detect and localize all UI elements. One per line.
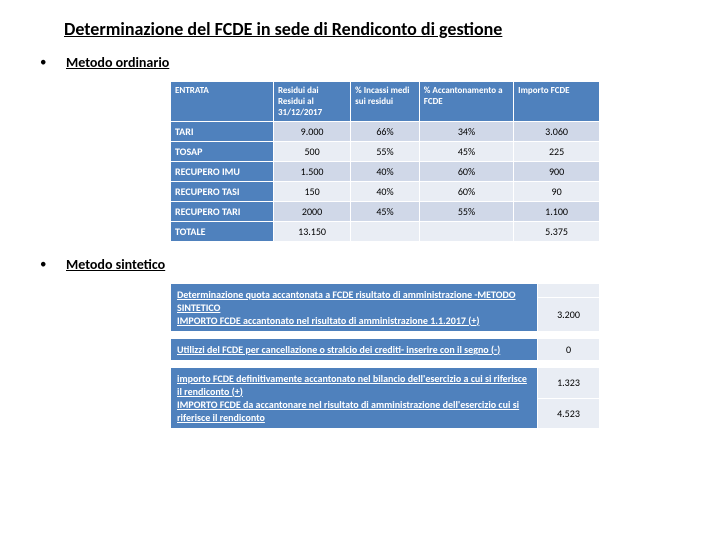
row-label: TOSAP (171, 142, 274, 162)
row-val: 60% (419, 162, 513, 182)
row-label: RECUPERO TARI (171, 202, 274, 222)
bullet-icon: • (40, 256, 66, 272)
main-table-wrap: ENTRATA Residui dai Residui al 31/12/201… (170, 81, 600, 242)
table-row: RECUPERO TARI 2000 45% 55% 1.100 (171, 202, 600, 222)
sint-val (538, 284, 600, 298)
col-entrata: ENTRATA (171, 82, 274, 122)
section-label-ordinario: Metodo ordinario (66, 54, 169, 71)
row-label: RECUPERO IMU (171, 162, 274, 182)
sint-val: 3.200 (538, 297, 600, 331)
sint-block: Utilizzi del FCDE per cancellazione o st… (170, 338, 600, 361)
row-val: 1.500 (273, 162, 350, 182)
sint-desc: Determinazione quota accantonata a FCDE … (171, 284, 538, 332)
row-val (419, 222, 513, 242)
row-val: 60% (419, 182, 513, 202)
row-val: 45% (351, 202, 420, 222)
section-ordinario: • Metodo ordinario (40, 54, 680, 71)
row-val: 9.000 (273, 122, 350, 142)
main-table: ENTRATA Residui dai Residui al 31/12/201… (170, 81, 600, 242)
row-val: 55% (351, 142, 420, 162)
row-val: 13.150 (273, 222, 350, 242)
row-val: 34% (419, 122, 513, 142)
sint-val: 1.323 (538, 368, 600, 399)
bullet-icon: • (40, 54, 66, 70)
row-val: 225 (514, 142, 600, 162)
table-row: RECUPERO IMU 1.500 40% 60% 900 (171, 162, 600, 182)
sint-desc: Utilizzi del FCDE per cancellazione o st… (171, 339, 538, 361)
table-row: RECUPERO TASI 150 40% 60% 90 (171, 182, 600, 202)
col-accant: % Accantonamento a FCDE (419, 82, 513, 122)
col-incassi: % Incassi medi sui residui (351, 82, 420, 122)
row-val: 500 (273, 142, 350, 162)
row-label: TARI (171, 122, 274, 142)
sint-val: 0 (538, 339, 600, 361)
page-title: Determinazione del FCDE in sede di Rendi… (64, 18, 680, 40)
table-row: TOSAP 500 55% 45% 225 (171, 142, 600, 162)
row-val: 2000 (273, 202, 350, 222)
row-val: 1.100 (514, 202, 600, 222)
row-val: 900 (514, 162, 600, 182)
row-label: RECUPERO TASI (171, 182, 274, 202)
row-val: 40% (351, 162, 420, 182)
sint-val: 4.523 (538, 398, 600, 429)
sint-desc: importo FCDE definitivamente accantonato… (171, 368, 538, 429)
row-val: 3.060 (514, 122, 600, 142)
col-residui: Residui dai Residui al 31/12/2017 (273, 82, 350, 122)
row-val: 45% (419, 142, 513, 162)
table-row: TARI 9.000 66% 34% 3.060 (171, 122, 600, 142)
row-val: 5.375 (514, 222, 600, 242)
row-label: TOTALE (171, 222, 274, 242)
row-val: 90 (514, 182, 600, 202)
row-val: 150 (273, 182, 350, 202)
row-val: 40% (351, 182, 420, 202)
sint-tables-wrap: Determinazione quota accantonata a FCDE … (170, 283, 600, 429)
col-importo: Importo FCDE (514, 82, 600, 122)
row-val: 55% (419, 202, 513, 222)
sint-block: importo FCDE definitivamente accantonato… (170, 367, 600, 429)
section-label-sintetico: Metodo sintetico (66, 256, 165, 273)
row-val: 66% (351, 122, 420, 142)
row-val (351, 222, 420, 242)
section-sintetico: • Metodo sintetico (40, 256, 680, 273)
table-row-total: TOTALE 13.150 5.375 (171, 222, 600, 242)
sint-block: Determinazione quota accantonata a FCDE … (170, 283, 600, 332)
